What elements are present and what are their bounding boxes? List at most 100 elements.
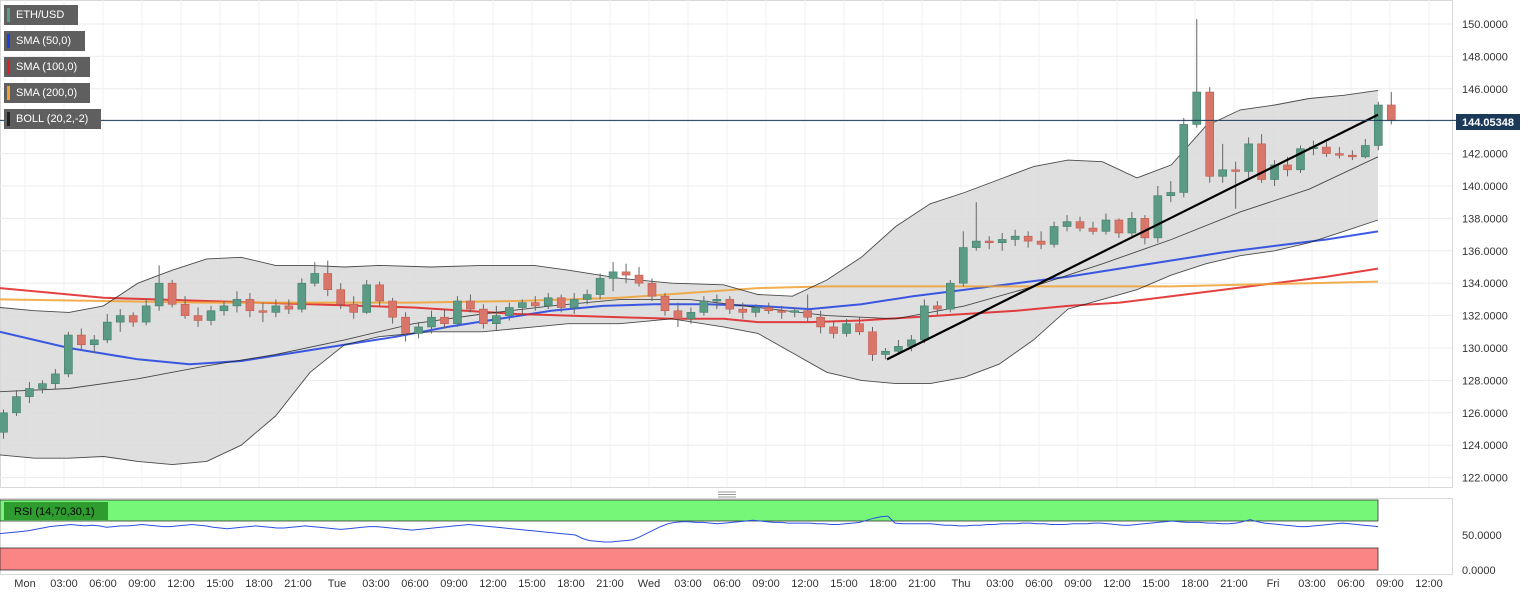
candle-body [1036, 240, 1046, 245]
candle-body [1140, 218, 1150, 239]
y-tick-label: 136.0000 [1462, 246, 1508, 258]
candle-body [1374, 104, 1383, 146]
y-tick-label: 122.0000 [1462, 473, 1508, 485]
candle-body [388, 300, 397, 318]
x-tick-label: Mon [14, 578, 35, 590]
candle-body [1114, 219, 1124, 234]
y-tick-label: 126.0000 [1462, 408, 1508, 420]
current-price-tag: 144.05348 [1456, 114, 1520, 130]
x-tick-label: 15:00 [1142, 578, 1170, 590]
candle-body [25, 388, 34, 397]
legend-label: BOLL (20,2,-2) [16, 113, 89, 125]
trend-line [886, 113, 1379, 361]
x-tick-label: 03:00 [50, 578, 78, 590]
candle-body [206, 310, 216, 321]
x-tick-label: 09:00 [1064, 578, 1092, 590]
x-tick-label: 21:00 [908, 578, 936, 590]
candle-body [297, 282, 307, 310]
candle-body [401, 316, 410, 334]
candle-body [971, 240, 981, 248]
candle-body [167, 282, 177, 305]
candle-body [1153, 195, 1163, 239]
candle-body [375, 284, 384, 302]
candle-body [141, 305, 151, 323]
candle-body [543, 297, 553, 307]
x-tick-label: 18:00 [245, 578, 273, 590]
candle-body [0, 412, 8, 433]
candle-body [751, 307, 761, 313]
candle-body [984, 240, 994, 244]
legend-sma-100[interactable]: SMA (100,0) [4, 57, 90, 77]
candle-body [336, 289, 346, 305]
legend-label: SMA (100,0) [16, 61, 78, 73]
legend-sma-200[interactable]: SMA (200,0) [4, 83, 90, 103]
x-tick-label: 12:00 [1415, 578, 1443, 590]
candle-body [1231, 169, 1240, 172]
candle-body [946, 282, 955, 310]
candle-body [232, 299, 242, 307]
candle-body [1386, 104, 1396, 121]
candle-body [829, 326, 838, 334]
x-tick-label: 09:00 [1376, 578, 1404, 590]
x-tick-label: 21:00 [596, 578, 624, 590]
candle-body [673, 310, 683, 320]
current-price-label: 144.05348 [1462, 117, 1514, 129]
candle-body [634, 274, 644, 284]
candle-body [89, 339, 99, 346]
candle-body [725, 299, 735, 310]
legend-sma-50[interactable]: SMA (50,0) [4, 31, 85, 51]
candle-body [180, 303, 190, 316]
rsi-label: RSI (14,70,30,1) [14, 506, 95, 518]
x-tick-label: 21:00 [1220, 578, 1248, 590]
candle-body [582, 294, 592, 300]
candle-body [530, 302, 540, 307]
y-tick-label: 128.0000 [1462, 375, 1508, 387]
candle-body [686, 312, 696, 320]
candle-body [284, 305, 294, 310]
candle-body [505, 307, 514, 316]
x-tick-label: 12:00 [1103, 578, 1131, 590]
trendline[interactable] [886, 113, 1379, 361]
x-tick-label: 06:00 [1337, 578, 1365, 590]
y-tick-label: 150.0000 [1462, 19, 1508, 31]
candle-body [738, 308, 748, 313]
candle-body [790, 310, 799, 313]
candle-body [258, 310, 268, 313]
rsi-tick-label: 50.0000 [1462, 530, 1502, 542]
x-tick-label: 09:00 [128, 578, 156, 590]
candle-body [349, 303, 358, 313]
axes: 150.0000148.0000146.0000144.0000142.0000… [0, 19, 1508, 485]
candle-body [556, 297, 566, 308]
legend-label: SMA (200,0) [16, 87, 78, 99]
candle-body [154, 282, 164, 307]
candle-body [1244, 143, 1253, 172]
candle-body [362, 284, 371, 313]
x-tick-label: 03:00 [362, 578, 390, 590]
candle-body [1166, 192, 1176, 197]
candle-body [1361, 145, 1370, 158]
series-line-boll-middle [0, 156, 1379, 393]
candle-body [997, 239, 1007, 244]
y-tick-label: 134.0000 [1462, 278, 1508, 290]
candle-body [323, 273, 333, 290]
legend-boll[interactable]: BOLL (20,2,-2) [4, 109, 101, 129]
rsi-panel: RSI (14,70,30,1) 50.0000 0.0000 [0, 498, 1502, 577]
x-tick-label: 21:00 [284, 578, 312, 590]
y-tick-label: 142.0000 [1462, 149, 1508, 161]
candle-body [933, 305, 942, 310]
candle-body [245, 299, 255, 312]
pane-splitter-icon[interactable] [718, 491, 736, 498]
x-tick-label: 09:00 [440, 578, 468, 590]
x-tick-label: 09:00 [752, 578, 780, 590]
x-tick-label: 15:00 [830, 578, 858, 590]
candle-body [1179, 124, 1189, 193]
legend-swatch [7, 34, 10, 48]
candle-body [1010, 235, 1020, 240]
candle-body [1088, 227, 1098, 232]
y-tick-label: 132.0000 [1462, 311, 1508, 323]
candle-body [12, 396, 21, 414]
candle-body [1257, 143, 1266, 180]
candle-body [1127, 218, 1137, 234]
legend-ethusd[interactable]: ETH/USD [4, 5, 78, 25]
